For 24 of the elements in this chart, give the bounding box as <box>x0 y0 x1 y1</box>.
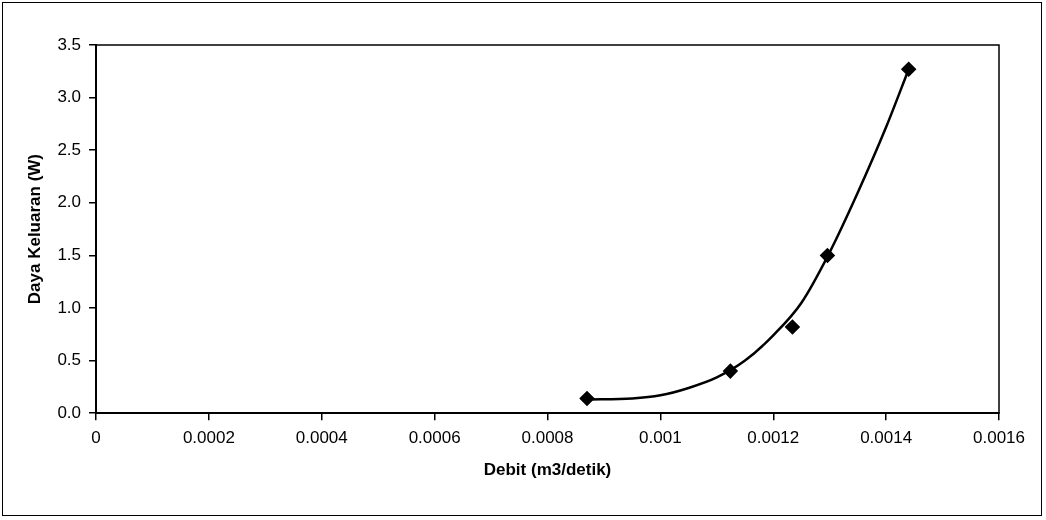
point <box>785 319 800 335</box>
x-tick-label: 0.001 <box>639 428 682 448</box>
y-tick-label: 0.0 <box>57 402 82 422</box>
point <box>579 391 595 406</box>
x-tick-label: 0.0006 <box>408 428 461 448</box>
y-tick-label: 2.5 <box>57 139 82 159</box>
x-tick-label: 0.0012 <box>747 428 800 448</box>
x-tick-label: 0.0002 <box>182 428 235 448</box>
y-tick-label: 3.0 <box>57 87 82 107</box>
x-tick-label: 0.0008 <box>521 428 574 448</box>
x-tick-label: 0.0014 <box>860 428 913 448</box>
point <box>820 248 835 263</box>
y-tick-label: 2.0 <box>57 192 82 212</box>
y-axis-title: Daya Keluaran (W) <box>24 154 44 305</box>
x-tick-label: 0.0004 <box>295 428 348 448</box>
x-axis-title: Debit (m3/detik) <box>483 460 612 480</box>
y-tick-label: 0.5 <box>57 350 82 370</box>
x-tick-label: 0.0016 <box>973 428 1025 448</box>
point <box>723 363 738 379</box>
point <box>901 61 916 77</box>
y-tick-label: 3.5 <box>57 34 82 54</box>
y-tick-label: 1.5 <box>57 245 82 265</box>
y-tick-label: 1.0 <box>57 297 82 317</box>
x-tick-label: 0 <box>91 428 101 448</box>
